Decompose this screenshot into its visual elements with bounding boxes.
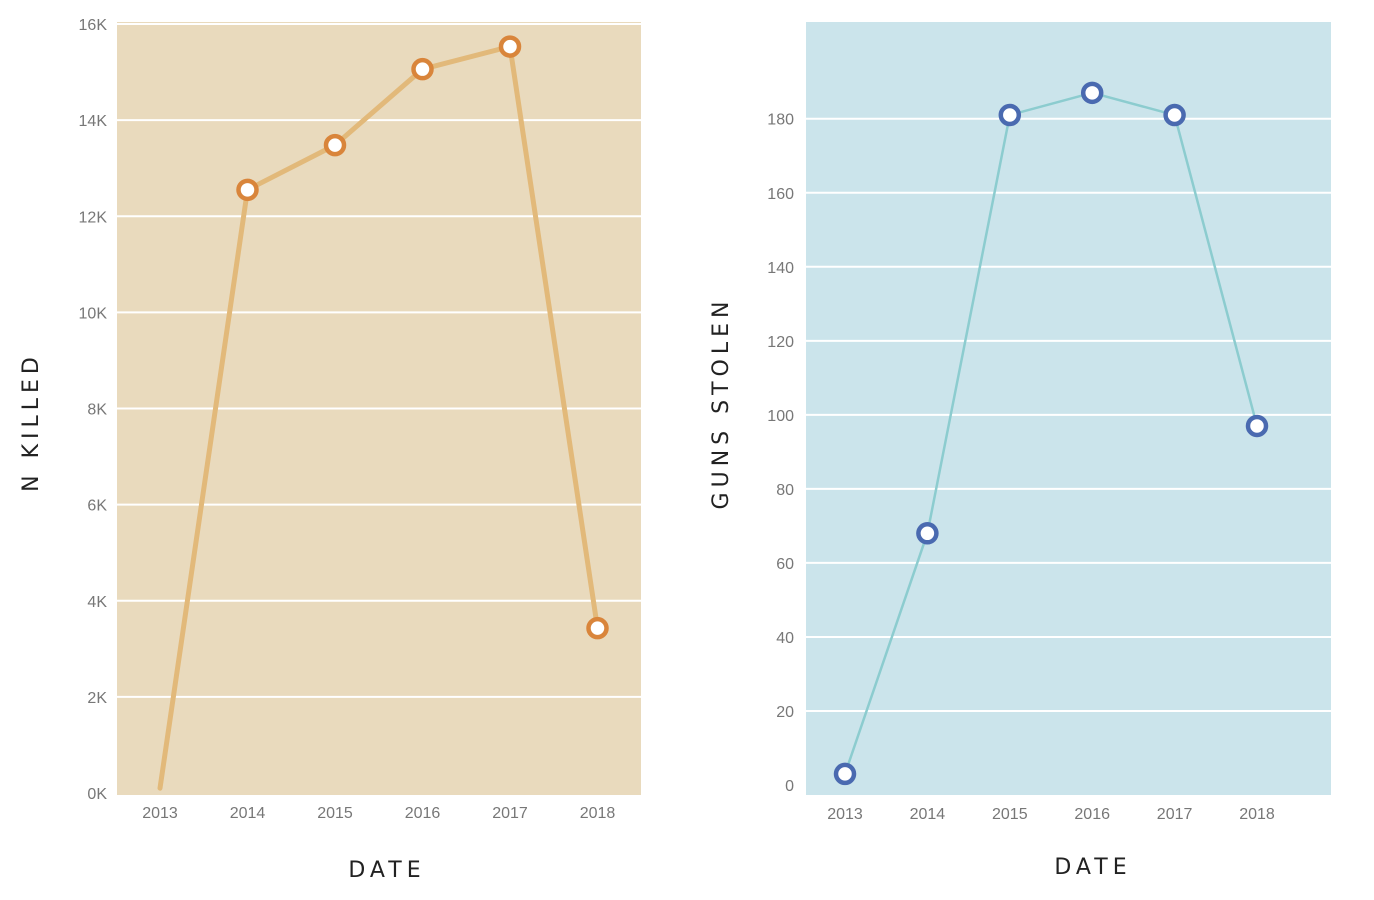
left-x-tick-label: 2013 — [142, 805, 178, 822]
right-y-tick-label: 100 — [767, 408, 794, 425]
right-y-tick-label: 180 — [767, 112, 794, 129]
left-y-tick-label: 8K — [87, 402, 107, 419]
right-data-point — [916, 522, 939, 545]
left-y-tick-label: 2K — [87, 690, 107, 707]
right-y-tick-label: 80 — [776, 482, 794, 499]
right-x-tick-label: 2014 — [910, 806, 946, 823]
left-y-tick-label: 14K — [79, 113, 108, 130]
right-x-tick-label: 2017 — [1157, 806, 1193, 823]
left-x-tick-label: 2017 — [492, 805, 528, 822]
right-x-axis-title: DATE — [1054, 855, 1131, 880]
n-killed-chart: 0K 2K 4K 6K 8K 10K 12K 14K 16K 2013 2014 2015 2016 20… — [79, 17, 641, 822]
right-x-tick-label: 2013 — [827, 806, 863, 823]
right-y-tick-label: 160 — [767, 186, 794, 203]
right-data-point — [1163, 103, 1186, 127]
left-y-axis-title: N KILLED — [19, 352, 44, 492]
right-data-point — [1080, 81, 1104, 105]
left-y-tick-label: 10K — [79, 305, 108, 322]
left-y-tick-label: 16K — [79, 17, 108, 34]
left-y-tick-label: 4K — [87, 594, 107, 611]
left-data-point — [586, 616, 609, 640]
right-y-axis-title: GUNS STOLEN — [709, 297, 734, 510]
right-x-tick-label: 2016 — [1074, 806, 1110, 823]
guns-stolen-chart: 0 20 40 60 80 100 120 140 160 180 2013 2014 2015 2016… — [767, 22, 1331, 823]
left-y-tick-label: 0K — [87, 786, 107, 803]
left-x-tick-label: 2015 — [317, 805, 353, 822]
right-data-point — [833, 762, 857, 786]
right-data-point — [998, 103, 1022, 127]
left-x-axis-title: DATE — [348, 858, 425, 883]
right-y-tick-label: 20 — [776, 704, 794, 721]
left-data-point — [236, 178, 259, 202]
right-y-tick-label: 120 — [767, 334, 794, 351]
right-data-point — [1245, 414, 1269, 438]
left-data-point — [498, 35, 522, 58]
right-series-line — [843, 91, 1259, 776]
right-plot-background — [806, 22, 1331, 795]
right-y-tick-label: 40 — [776, 630, 794, 647]
left-y-tick-label: 12K — [79, 209, 108, 226]
right-y-tick-label: 60 — [776, 556, 794, 573]
left-x-tick-label: 2016 — [405, 805, 441, 822]
right-y-tick-label: 0 — [785, 778, 794, 795]
left-series-line — [157, 44, 600, 791]
left-x-tick-label: 2014 — [230, 805, 266, 822]
left-data-point — [323, 133, 347, 157]
right-y-tick-label: 140 — [767, 260, 794, 277]
left-data-point — [411, 57, 434, 81]
right-x-tick-label: 2015 — [992, 806, 1028, 823]
left-x-tick-label: 2018 — [580, 805, 616, 822]
right-x-tick-label: 2018 — [1239, 806, 1275, 823]
left-y-tick-label: 6K — [87, 498, 107, 515]
